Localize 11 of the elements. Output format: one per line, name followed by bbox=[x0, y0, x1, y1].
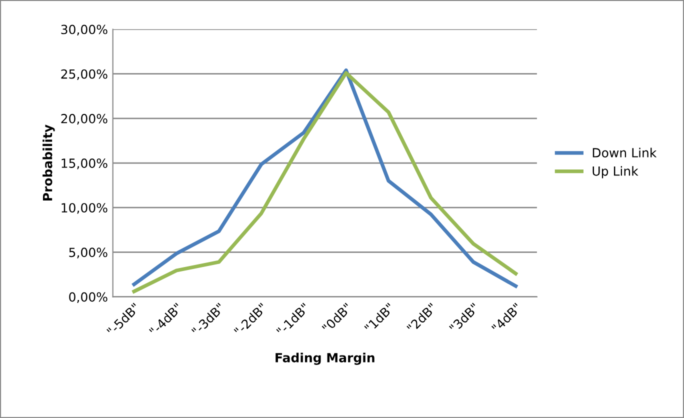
legend-label: Down Link bbox=[592, 148, 657, 158]
y-tick-label: 25,00% bbox=[61, 69, 108, 80]
y-axis-title: Probability bbox=[42, 124, 55, 200]
y-tick-label: 0,00% bbox=[69, 292, 108, 303]
y-tick-label: 15,00% bbox=[62, 158, 108, 170]
y-tick-label: 10,00% bbox=[62, 203, 108, 214]
y-tick-label: 30,00% bbox=[61, 24, 108, 36]
x-axis-title: Fading Margin bbox=[276, 352, 374, 365]
y-tick-label: 5,00% bbox=[69, 248, 108, 258]
y-tick-label: 20,00% bbox=[61, 114, 108, 125]
legend-label: Up Link bbox=[592, 166, 638, 178]
